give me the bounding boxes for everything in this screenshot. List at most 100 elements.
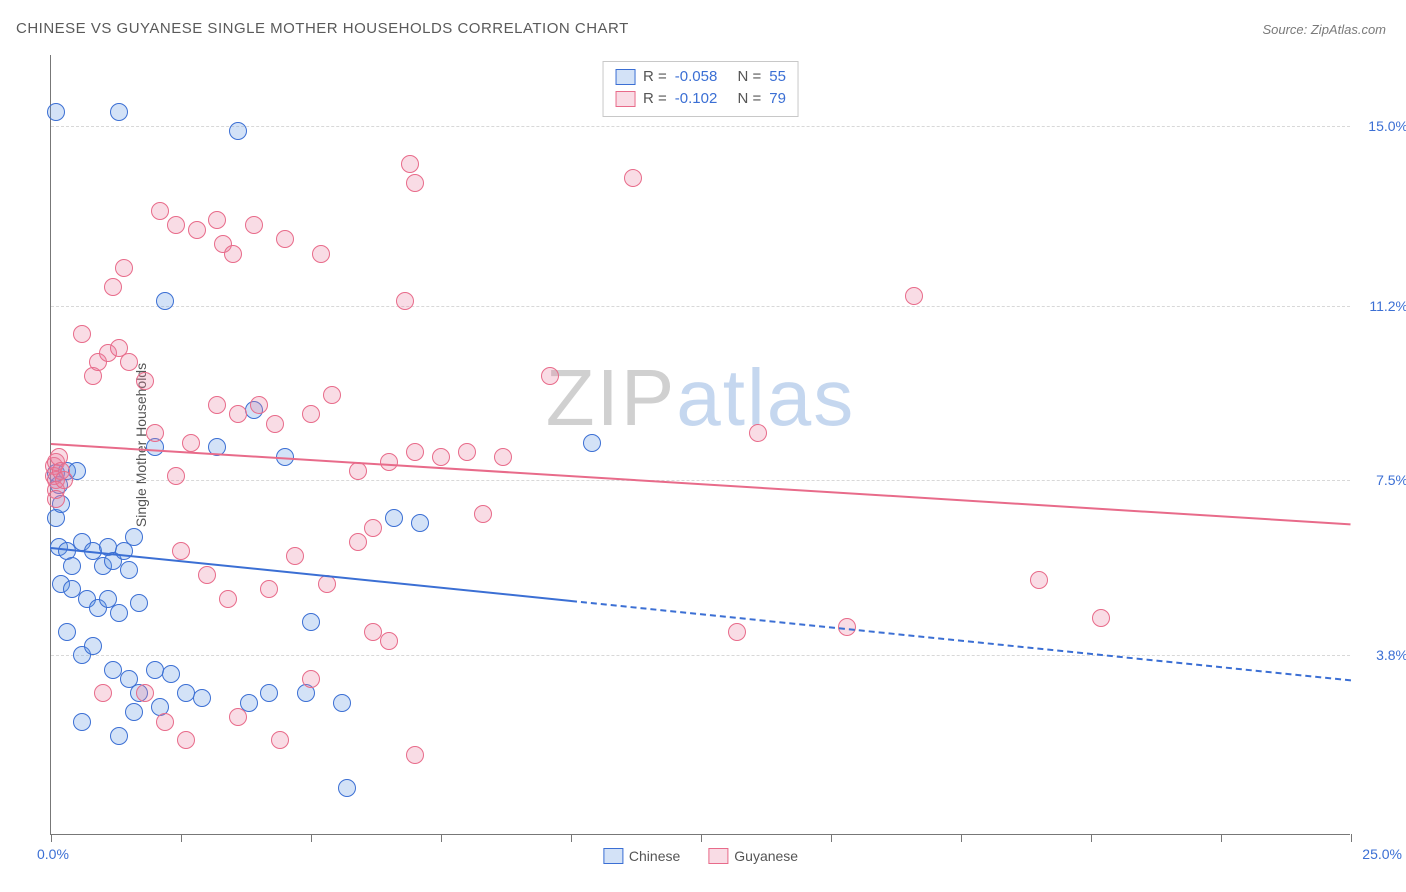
scatter-point-guyanese: [208, 211, 226, 229]
x-axis-max-label: 25.0%: [1362, 846, 1402, 862]
scatter-point-guyanese: [728, 623, 746, 641]
x-tick: [961, 834, 962, 842]
scatter-point-guyanese: [260, 580, 278, 598]
scatter-point-chinese: [333, 694, 351, 712]
scatter-point-chinese: [125, 528, 143, 546]
scatter-point-guyanese: [432, 448, 450, 466]
scatter-point-chinese: [156, 292, 174, 310]
watermark-part1: ZIP: [546, 353, 676, 442]
y-gridline: [51, 306, 1350, 307]
r-label: R =: [643, 66, 667, 88]
scatter-point-guyanese: [749, 424, 767, 442]
x-tick: [1351, 834, 1352, 842]
scatter-point-guyanese: [364, 519, 382, 537]
scatter-point-chinese: [583, 434, 601, 452]
y-tick-label: 11.2%: [1358, 298, 1406, 314]
n-value-guyanese: 79: [769, 88, 786, 110]
scatter-point-guyanese: [302, 670, 320, 688]
n-label: N =: [738, 88, 762, 110]
n-label: N =: [738, 66, 762, 88]
scatter-point-chinese: [411, 514, 429, 532]
scatter-point-guyanese: [229, 405, 247, 423]
scatter-point-guyanese: [198, 566, 216, 584]
x-tick: [1221, 834, 1222, 842]
x-tick: [1091, 834, 1092, 842]
scatter-point-chinese: [63, 557, 81, 575]
scatter-point-chinese: [162, 665, 180, 683]
scatter-point-chinese: [120, 561, 138, 579]
r-label: R =: [643, 88, 667, 110]
source-attribution: Source: ZipAtlas.com: [1262, 22, 1386, 37]
scatter-point-guyanese: [167, 216, 185, 234]
legend-swatch-guyanese: [615, 91, 635, 107]
x-tick: [831, 834, 832, 842]
watermark: ZIPatlas: [546, 352, 855, 444]
scatter-point-guyanese: [318, 575, 336, 593]
scatter-point-guyanese: [905, 287, 923, 305]
scatter-point-guyanese: [104, 278, 122, 296]
scatter-point-guyanese: [271, 731, 289, 749]
scatter-point-guyanese: [208, 396, 226, 414]
scatter-point-guyanese: [47, 490, 65, 508]
scatter-point-guyanese: [406, 746, 424, 764]
scatter-point-guyanese: [167, 467, 185, 485]
scatter-point-chinese: [58, 623, 76, 641]
r-value-guyanese: -0.102: [675, 88, 718, 110]
scatter-point-guyanese: [136, 684, 154, 702]
bottom-legend-item: Chinese: [603, 848, 680, 864]
scatter-point-guyanese: [401, 155, 419, 173]
n-value-chinese: 55: [769, 66, 786, 88]
scatter-point-guyanese: [250, 396, 268, 414]
scatter-point-guyanese: [302, 405, 320, 423]
scatter-point-guyanese: [151, 202, 169, 220]
legend-swatch-guyanese: [708, 848, 728, 864]
x-tick: [441, 834, 442, 842]
scatter-point-chinese: [47, 103, 65, 121]
r-value-chinese: -0.058: [675, 66, 718, 88]
scatter-point-chinese: [110, 604, 128, 622]
scatter-point-chinese: [229, 122, 247, 140]
scatter-point-guyanese: [136, 372, 154, 390]
x-tick: [51, 834, 52, 842]
scatter-point-guyanese: [156, 713, 174, 731]
scatter-point-guyanese: [172, 542, 190, 560]
chart-title: CHINESE VS GUYANESE SINGLE MOTHER HOUSEH…: [16, 20, 629, 37]
y-gridline: [51, 655, 1350, 656]
scatter-point-guyanese: [406, 443, 424, 461]
scatter-point-guyanese: [380, 453, 398, 471]
scatter-point-guyanese: [349, 462, 367, 480]
x-tick: [181, 834, 182, 842]
scatter-point-guyanese: [120, 353, 138, 371]
x-tick: [311, 834, 312, 842]
bottom-legend-item: Guyanese: [708, 848, 798, 864]
scatter-point-guyanese: [624, 169, 642, 187]
legend-stats-box: R = -0.058 N = 55 R = -0.102 N = 79: [602, 61, 799, 117]
scatter-point-chinese: [73, 713, 91, 731]
scatter-point-guyanese: [224, 245, 242, 263]
x-tick: [571, 834, 572, 842]
scatter-point-guyanese: [276, 230, 294, 248]
scatter-point-guyanese: [474, 505, 492, 523]
scatter-point-guyanese: [396, 292, 414, 310]
scatter-point-guyanese: [94, 684, 112, 702]
scatter-point-chinese: [260, 684, 278, 702]
legend-label-chinese: Chinese: [629, 848, 680, 864]
scatter-point-guyanese: [312, 245, 330, 263]
scatter-point-guyanese: [146, 424, 164, 442]
scatter-point-chinese: [125, 703, 143, 721]
scatter-point-guyanese: [229, 708, 247, 726]
x-tick: [701, 834, 702, 842]
scatter-point-guyanese: [182, 434, 200, 452]
scatter-point-guyanese: [406, 174, 424, 192]
scatter-point-guyanese: [1030, 571, 1048, 589]
scatter-point-chinese: [84, 637, 102, 655]
scatter-point-guyanese: [115, 259, 133, 277]
scatter-point-guyanese: [245, 216, 263, 234]
scatter-point-chinese: [193, 689, 211, 707]
legend-label-guyanese: Guyanese: [734, 848, 798, 864]
legend-swatch-chinese: [615, 69, 635, 85]
scatter-point-guyanese: [494, 448, 512, 466]
legend-stats-row: R = -0.058 N = 55: [615, 66, 786, 88]
scatter-point-chinese: [130, 594, 148, 612]
scatter-point-guyanese: [188, 221, 206, 239]
